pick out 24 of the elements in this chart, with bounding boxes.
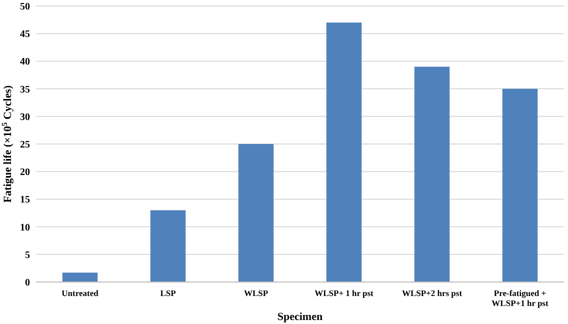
x-tick-label: Pre-fatigued + WLSP+1 hr pst — [492, 288, 548, 308]
bar — [326, 22, 362, 282]
x-tick-label: WLSP+2 hrs pst — [402, 288, 462, 298]
y-tick-label: 30 — [20, 112, 30, 123]
y-tick-label: 5 — [25, 250, 30, 261]
bar — [414, 66, 450, 282]
bar — [150, 210, 186, 282]
x-tick-label: LSP — [160, 288, 176, 298]
y-tick-label: 20 — [20, 167, 30, 178]
y-tick-label: 10 — [20, 222, 30, 234]
x-tick-label: WLSP+ 1 hr pst — [314, 288, 374, 298]
y-tick-label: 40 — [20, 56, 30, 68]
x-axis-title: Specimen — [277, 311, 323, 323]
y-tick-label: 15 — [20, 194, 30, 206]
bar — [238, 144, 274, 282]
y-tick-label: 25 — [20, 140, 30, 150]
x-tick-label: WLSP — [244, 288, 268, 298]
bar — [62, 272, 98, 282]
y-tick-label: 45 — [20, 29, 30, 40]
y-tick-label: 50 — [20, 2, 30, 12]
bar — [502, 88, 538, 282]
y-tick-label: 35 — [20, 84, 30, 96]
x-tick-label: Untreated — [62, 288, 99, 298]
y-tick-label: 0 — [25, 278, 30, 288]
